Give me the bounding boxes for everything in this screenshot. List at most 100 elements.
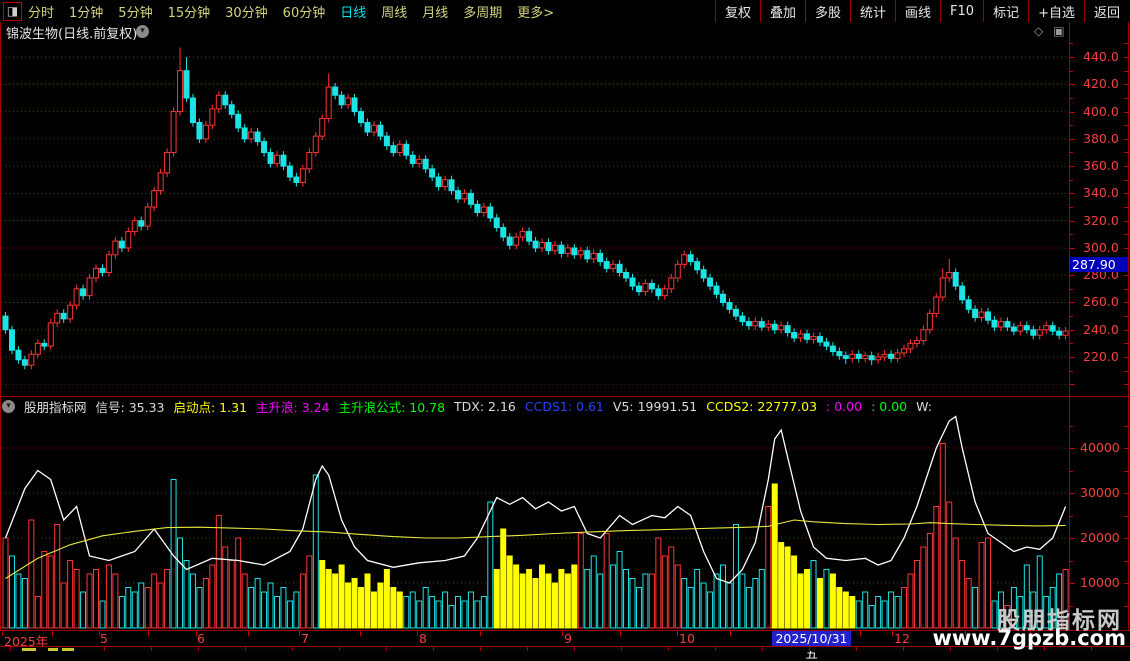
- indicator-field-0: 信号: 35.33: [95, 399, 165, 415]
- date-tick: [730, 631, 731, 636]
- volume-bar: [603, 533, 610, 629]
- candle-body: [849, 353, 856, 359]
- tool-item-复权[interactable]: 复权: [714, 0, 760, 22]
- tool-item-统计[interactable]: 统计: [850, 0, 895, 22]
- tool-item-标记[interactable]: 标记: [983, 0, 1028, 22]
- volume-bar: [99, 600, 106, 629]
- date-tick: [480, 631, 481, 636]
- candle-body: [390, 145, 397, 153]
- strip-tick: [151, 647, 152, 651]
- candle-body: [752, 321, 759, 327]
- candle-body: [34, 342, 41, 355]
- volume-bar: [461, 600, 468, 629]
- period-item-月线[interactable]: 月线: [422, 5, 449, 21]
- axis-tick: [1124, 97, 1128, 99]
- axis-tick: [1070, 357, 1075, 359]
- axis-tick: [1070, 425, 1073, 427]
- indicator-field-4: TDX: 2.16: [454, 398, 516, 414]
- tool-item-画线[interactable]: 画线: [895, 0, 940, 22]
- candle-body: [319, 117, 326, 137]
- volume-bar: [635, 587, 642, 629]
- volume-bar: [778, 542, 785, 629]
- date-label: 6: [197, 631, 205, 646]
- volume-bar: [125, 587, 132, 629]
- date-axis: 2025年 5 6 7 8 9 10 12 2025/10/31五: [0, 631, 1130, 661]
- diamond-icon[interactable]: ◇: [1034, 24, 1044, 38]
- candle-body: [222, 94, 229, 106]
- period-item-15分钟[interactable]: 15分钟: [167, 5, 211, 21]
- candle-body: [603, 261, 610, 269]
- dateaxis-divider: [0, 630, 1130, 631]
- indicator-header: ▾ 股朋指标网 信号: 35.33 启动点: 1.31 主升浪: 3.24 主升浪公式…: [2, 398, 932, 415]
- period-item-60分钟[interactable]: 60分钟: [282, 5, 326, 21]
- period-item-多周期[interactable]: 多周期: [463, 5, 503, 21]
- panel-icon[interactable]: ▣: [1053, 24, 1065, 38]
- candle-body: [202, 124, 209, 140]
- axis-tick: [1070, 97, 1073, 99]
- candle-body: [836, 351, 843, 357]
- candle-body: [829, 345, 836, 353]
- axis-tick: [1070, 288, 1073, 290]
- axis-tick: [1124, 84, 1128, 86]
- volume-bar: [1049, 587, 1056, 629]
- axis-tick: [1124, 138, 1128, 140]
- volume-bar: [422, 587, 429, 629]
- volume-bar: [513, 564, 520, 629]
- chevron-down-icon[interactable]: ▾: [2, 399, 15, 413]
- axis-tick: [1070, 179, 1073, 181]
- volume-bar: [623, 569, 630, 629]
- period-item-5分钟[interactable]: 5分钟: [118, 5, 153, 21]
- axis-tick: [1124, 448, 1128, 449]
- date-tick: [248, 631, 249, 636]
- candle-body: [1049, 325, 1056, 332]
- volume-bar: [913, 560, 920, 629]
- candle-body: [138, 220, 145, 227]
- volume-bar: [720, 564, 727, 629]
- date-tick: [620, 631, 621, 636]
- period-item-更多>[interactable]: 更多>: [517, 5, 555, 21]
- volume-bar: [416, 600, 423, 629]
- tool-item-叠加[interactable]: 叠加: [759, 0, 805, 22]
- volume-bar: [642, 573, 649, 629]
- volume-bar: [383, 569, 390, 629]
- candlestick-chart[interactable]: [1, 40, 1069, 395]
- date-tick: [299, 631, 300, 636]
- candle-body: [261, 141, 268, 153]
- tool-item-+自选[interactable]: +自选: [1028, 0, 1084, 22]
- volume-bar: [254, 578, 261, 629]
- volume-bar: [358, 587, 365, 629]
- volume-bar: [396, 591, 403, 629]
- period-item-1分钟[interactable]: 1分钟: [69, 5, 104, 21]
- candle-body: [720, 293, 727, 303]
- period-item-分时[interactable]: 分时: [28, 5, 55, 21]
- chevron-down-icon[interactable]: ▾: [136, 25, 149, 38]
- candle-body: [635, 285, 642, 293]
- volume-bar: [228, 560, 235, 629]
- volume-bar: [836, 587, 843, 629]
- strip-tick: [10, 647, 11, 651]
- tool-item-F10[interactable]: F10: [940, 0, 983, 22]
- chart-title[interactable]: 锦波生物(日线.前复权): [6, 27, 138, 42]
- period-item-30分钟[interactable]: 30分钟: [225, 5, 268, 21]
- volume-bar: [235, 537, 242, 629]
- indicator-chart[interactable]: [1, 414, 1069, 630]
- strip-tick: [198, 647, 199, 651]
- strip-tick: [245, 647, 246, 651]
- period-item-周线[interactable]: 周线: [381, 5, 408, 21]
- candle-body: [8, 329, 15, 351]
- tool-item-返回[interactable]: 返回: [1083, 0, 1129, 22]
- period-item-日线[interactable]: 日线: [340, 5, 367, 21]
- tool-item-多股[interactable]: 多股: [804, 0, 850, 22]
- volume-bar: [920, 546, 927, 629]
- signal-line: [4, 415, 1067, 584]
- axis-tick: [1124, 583, 1128, 584]
- strip-tick: [292, 647, 293, 651]
- candle-body: [21, 359, 28, 366]
- indicator-field-6: V5: 19991.51: [612, 398, 698, 414]
- volume-bar: [112, 573, 119, 629]
- volume-bar: [590, 555, 597, 629]
- layout-toggle-icon[interactable]: ◨: [3, 2, 22, 21]
- candle-body: [526, 231, 533, 242]
- date-highlight-tag: 2025/10/31五: [772, 631, 851, 661]
- candle-body: [286, 165, 293, 178]
